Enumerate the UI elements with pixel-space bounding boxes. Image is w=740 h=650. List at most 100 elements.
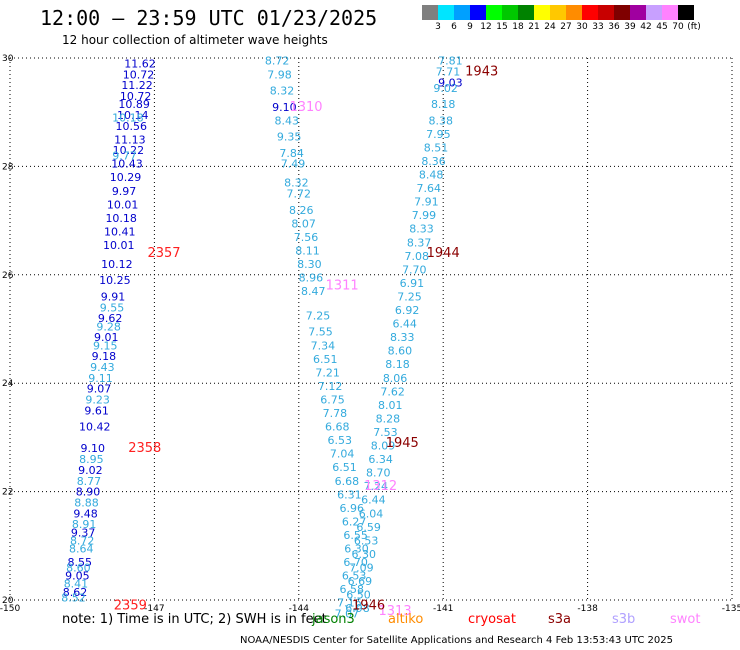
wave-height-label: 8.77 (77, 475, 102, 488)
time-label: 1945 (386, 436, 419, 451)
wave-height-label: 8.18 (431, 98, 456, 111)
y-tick-label: 20 (2, 596, 14, 606)
page-subtitle: 12 hour collection of altimeter wave hei… (62, 33, 328, 47)
wave-height-label: 8.60 (66, 561, 91, 574)
wave-height-label: 8.33 (409, 223, 434, 236)
x-tick-label: -144 (289, 604, 310, 614)
x-tick-label: -141 (433, 604, 453, 614)
time-label: 1944 (427, 246, 460, 261)
x-tick-label: -135 (722, 604, 740, 614)
wave-height-label: 9.97 (112, 185, 137, 198)
wave-height-label: 10.56 (116, 120, 148, 133)
wave-height-label: 8.01 (378, 399, 403, 412)
wave-height-label: 7.95 (426, 128, 451, 141)
wave-height-label: 8.72 (70, 534, 95, 547)
wave-height-label: 8.36 (421, 155, 446, 168)
wave-height-label: 8.18 (385, 358, 410, 371)
footer-note: note: 1) Time is in UTC; 2) SWH is in fe… (62, 612, 327, 627)
wave-height-label: 6.53 (342, 570, 367, 583)
time-label: 1310 (289, 100, 322, 115)
wave-height-label: 10.72 (123, 68, 155, 81)
legend-swatch (614, 5, 630, 20)
wave-height-label: 8.07 (291, 217, 316, 230)
wave-height-label: 10.42 (79, 421, 111, 434)
wave-height-label: 7.07 (335, 608, 360, 621)
wave-height-label: 7.72 (287, 188, 312, 201)
wave-height-label: 8.95 (79, 453, 104, 466)
wave-height-label: 7.04 (330, 448, 355, 461)
color-legend-ticks: 3 6 9 12 15 18 21 24 27 30 33 36 39 42 45 70 (ft) (422, 22, 740, 34)
x-tick-label: -147 (144, 604, 164, 614)
wave-height-label: 8.96 (299, 272, 324, 285)
wave-height-label: 6.51 (313, 353, 338, 366)
wave-height-label: 6.53 (327, 434, 352, 447)
legend-tick-label: 45 (656, 22, 668, 32)
wave-height-label: 6.98 (345, 602, 370, 615)
wave-height-label: 6.92 (395, 304, 420, 317)
wave-height-label: 10.01 (103, 239, 135, 252)
wave-height-label: 10.18 (105, 212, 137, 225)
legend-swatch (470, 5, 486, 20)
wave-height-label: 10.12 (101, 258, 133, 271)
wave-height-label: 6.31 (337, 488, 362, 501)
legend-swatch (678, 5, 694, 20)
wave-height-label: 10.72 (120, 90, 152, 103)
legend-tick-label: 39 (624, 22, 636, 32)
y-tick-label: 28 (2, 162, 14, 172)
time-label: 2359 (114, 598, 147, 613)
time-label: 1313 (379, 604, 412, 619)
wave-height-label: 7.21 (315, 366, 340, 379)
mission-label-altiko: altiko (388, 612, 424, 627)
legend-tick-label: 6 (451, 22, 457, 32)
wave-height-label: 9.37 (71, 526, 96, 539)
wave-height-label: 10.14 (117, 109, 149, 122)
wave-height-label: 7.53 (373, 426, 398, 439)
legend-swatch (502, 5, 518, 20)
wave-height-label: 8.30 (297, 258, 322, 271)
wave-height-label: 9.55 (100, 301, 125, 314)
wave-height-label: 7.55 (308, 326, 333, 339)
mission-label-jason3: jason3 (312, 612, 355, 627)
legend-tick-label: 30 (576, 22, 588, 32)
wave-height-label: 6.75 (320, 393, 345, 406)
wave-height-label: 7.81 (438, 55, 463, 68)
legend-tick-label: 15 (496, 22, 508, 32)
wave-height-label: 7.34 (311, 339, 336, 352)
wave-height-label: 11.22 (121, 79, 153, 92)
legend-swatch (454, 5, 470, 20)
wave-height-label: 8.70 (366, 467, 391, 480)
wave-height-label: 6.69 (348, 575, 373, 588)
legend-swatch (534, 5, 550, 20)
wave-height-label: 7.08 (404, 250, 429, 263)
legend-tick-label: 9 (467, 22, 473, 32)
wave-height-label: 6.58 (339, 583, 364, 596)
wave-height-label: 7.24 (364, 480, 389, 493)
wave-height-label: 6.27 (342, 515, 367, 528)
legend-swatch (422, 5, 438, 20)
color-legend (422, 5, 694, 20)
wave-height-label: 7.99 (412, 209, 437, 222)
wave-height-label: 10.18 (112, 112, 144, 125)
wave-height-label: 6.44 (392, 318, 417, 331)
wave-height-label: 10.22 (113, 144, 145, 157)
wave-height-label: 6.30 (352, 548, 377, 561)
wave-height-label: 7.64 (417, 182, 442, 195)
wave-height-label: 6.30 (344, 543, 369, 556)
wave-height-label: 8.26 (289, 204, 314, 217)
wave-height-label: 9.77 (112, 150, 137, 163)
wave-height-label: 6.34 (368, 453, 393, 466)
y-tick-label: 26 (2, 271, 14, 281)
legend-tick-label: 42 (640, 22, 652, 32)
wave-height-label: 7.78 (323, 407, 348, 420)
wave-height-label: 8.90 (76, 486, 101, 499)
mission-label-cryosat: cryosat (468, 612, 516, 627)
legend-tick-label: 36 (608, 22, 620, 32)
legend-swatch (630, 5, 646, 20)
time-label: 1312 (364, 479, 397, 494)
legend-tick-label: 3 (435, 22, 441, 32)
legend-swatch (598, 5, 614, 20)
wave-height-label: 10.25 (99, 274, 131, 287)
wave-height-label: 8.51 (424, 141, 449, 154)
wave-height-label: 8.91 (72, 518, 97, 531)
time-label: 1311 (326, 279, 359, 294)
